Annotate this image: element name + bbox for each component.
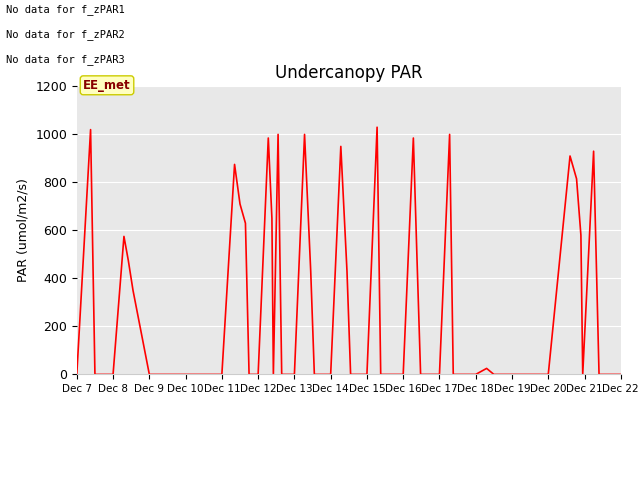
- Text: No data for f_zPAR1: No data for f_zPAR1: [6, 4, 125, 15]
- Text: EE_met: EE_met: [83, 79, 131, 92]
- Title: Undercanopy PAR: Undercanopy PAR: [275, 64, 422, 82]
- Text: No data for f_zPAR2: No data for f_zPAR2: [6, 29, 125, 40]
- Text: No data for f_zPAR3: No data for f_zPAR3: [6, 54, 125, 65]
- Y-axis label: PAR (umol/m2/s): PAR (umol/m2/s): [17, 179, 29, 282]
